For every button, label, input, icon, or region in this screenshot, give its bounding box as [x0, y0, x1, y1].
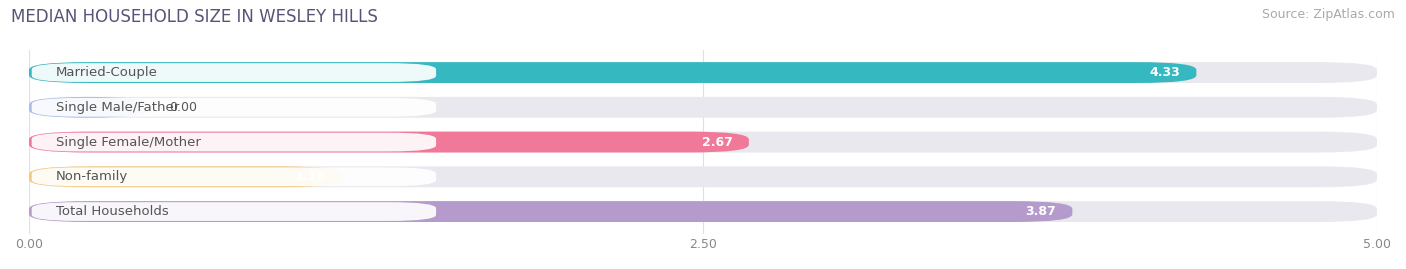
- Text: Source: ZipAtlas.com: Source: ZipAtlas.com: [1261, 8, 1395, 21]
- FancyBboxPatch shape: [30, 167, 1376, 187]
- FancyBboxPatch shape: [32, 167, 436, 186]
- Text: Total Households: Total Households: [56, 205, 169, 218]
- FancyBboxPatch shape: [30, 201, 1376, 222]
- FancyBboxPatch shape: [30, 132, 1376, 153]
- FancyBboxPatch shape: [30, 132, 749, 153]
- Text: 1.16: 1.16: [295, 170, 326, 183]
- Text: Married-Couple: Married-Couple: [56, 66, 157, 79]
- FancyBboxPatch shape: [30, 97, 1376, 118]
- FancyBboxPatch shape: [30, 201, 1073, 222]
- Text: Non-family: Non-family: [56, 170, 128, 183]
- Text: 0.00: 0.00: [169, 101, 197, 114]
- FancyBboxPatch shape: [32, 133, 436, 151]
- Text: 2.67: 2.67: [702, 136, 733, 148]
- FancyBboxPatch shape: [32, 63, 436, 82]
- FancyBboxPatch shape: [32, 202, 436, 221]
- Text: 3.87: 3.87: [1025, 205, 1056, 218]
- Text: 4.33: 4.33: [1150, 66, 1180, 79]
- FancyBboxPatch shape: [30, 167, 342, 187]
- FancyBboxPatch shape: [30, 62, 1197, 83]
- FancyBboxPatch shape: [30, 97, 148, 118]
- Text: MEDIAN HOUSEHOLD SIZE IN WESLEY HILLS: MEDIAN HOUSEHOLD SIZE IN WESLEY HILLS: [11, 8, 378, 26]
- Text: Single Female/Mother: Single Female/Mother: [56, 136, 201, 148]
- FancyBboxPatch shape: [30, 62, 1376, 83]
- Text: Single Male/Father: Single Male/Father: [56, 101, 179, 114]
- FancyBboxPatch shape: [32, 98, 436, 117]
